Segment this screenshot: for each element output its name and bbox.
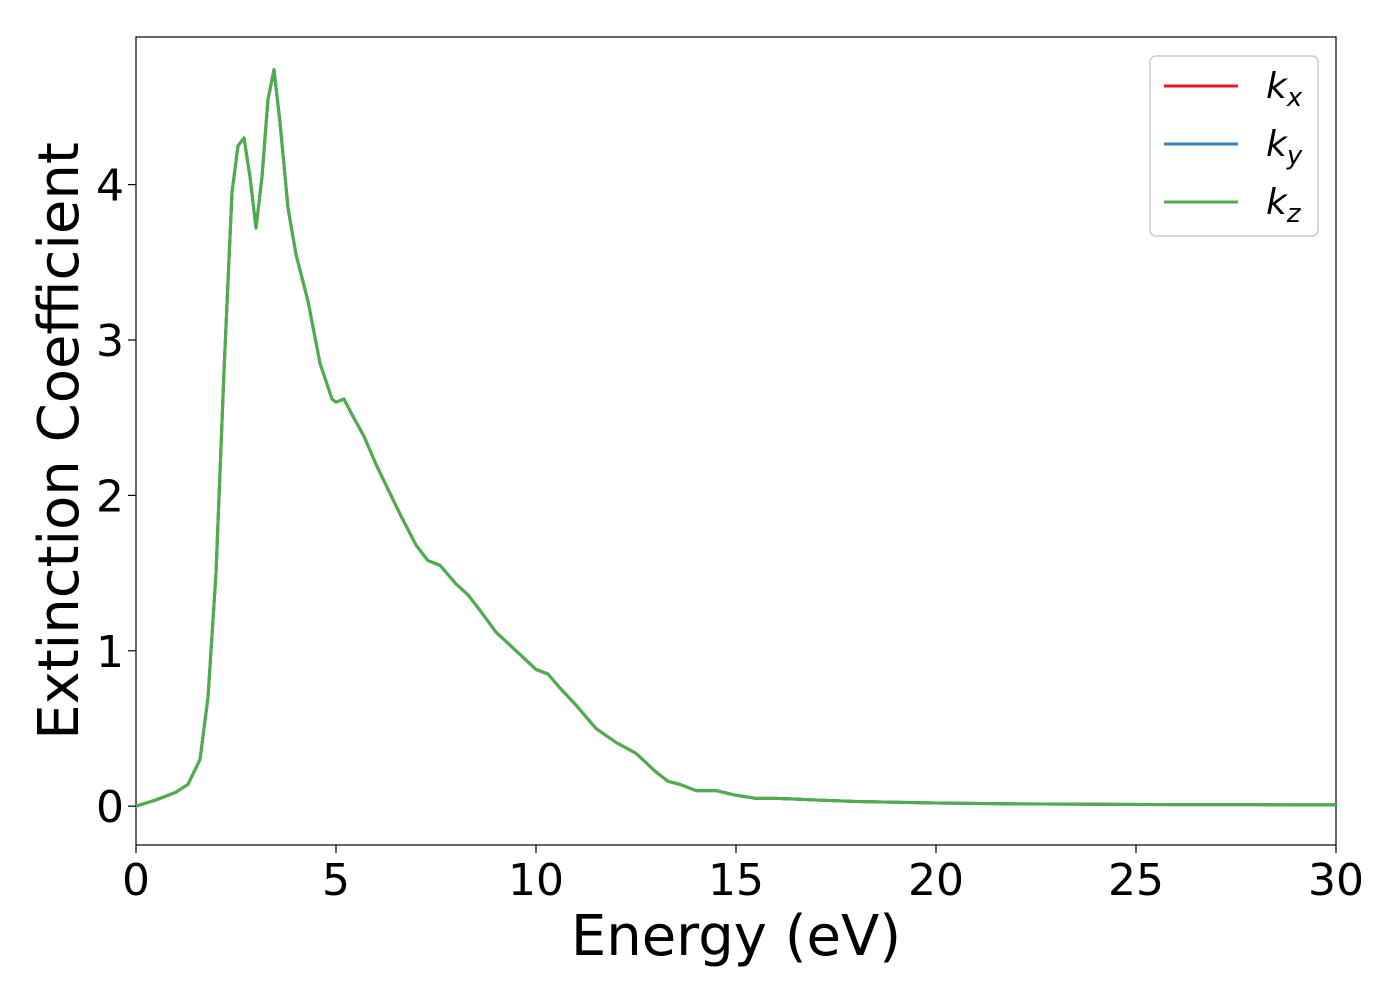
x-tick-label: 20 [908, 855, 964, 906]
plot-frame [135, 36, 1337, 846]
x-axis-title: Energy (eV) [571, 904, 901, 969]
y-axis: 0 1 2 3 4 [96, 161, 136, 833]
series-layer [134, 68, 1338, 808]
x-tick-label: 30 [1308, 855, 1364, 906]
x-tick-label: 5 [322, 855, 350, 906]
x-tick-label: 25 [1108, 855, 1164, 906]
y-tick-label: 2 [96, 471, 124, 522]
legend-box [1149, 55, 1319, 237]
y-axis-title: Extinction Coefficient [27, 142, 92, 740]
y-tick-label: 4 [96, 161, 124, 212]
x-tick-label: 0 [122, 855, 150, 906]
series-line-kz [134, 68, 1338, 808]
y-tick-label: 1 [96, 627, 124, 678]
y-tick-label: 0 [96, 782, 124, 833]
x-tick-label: 10 [508, 855, 564, 906]
y-tick-label: 3 [96, 316, 124, 367]
x-tick-label: 15 [708, 855, 764, 906]
x-axis: 0 5 10 15 20 25 30 [122, 845, 1364, 906]
